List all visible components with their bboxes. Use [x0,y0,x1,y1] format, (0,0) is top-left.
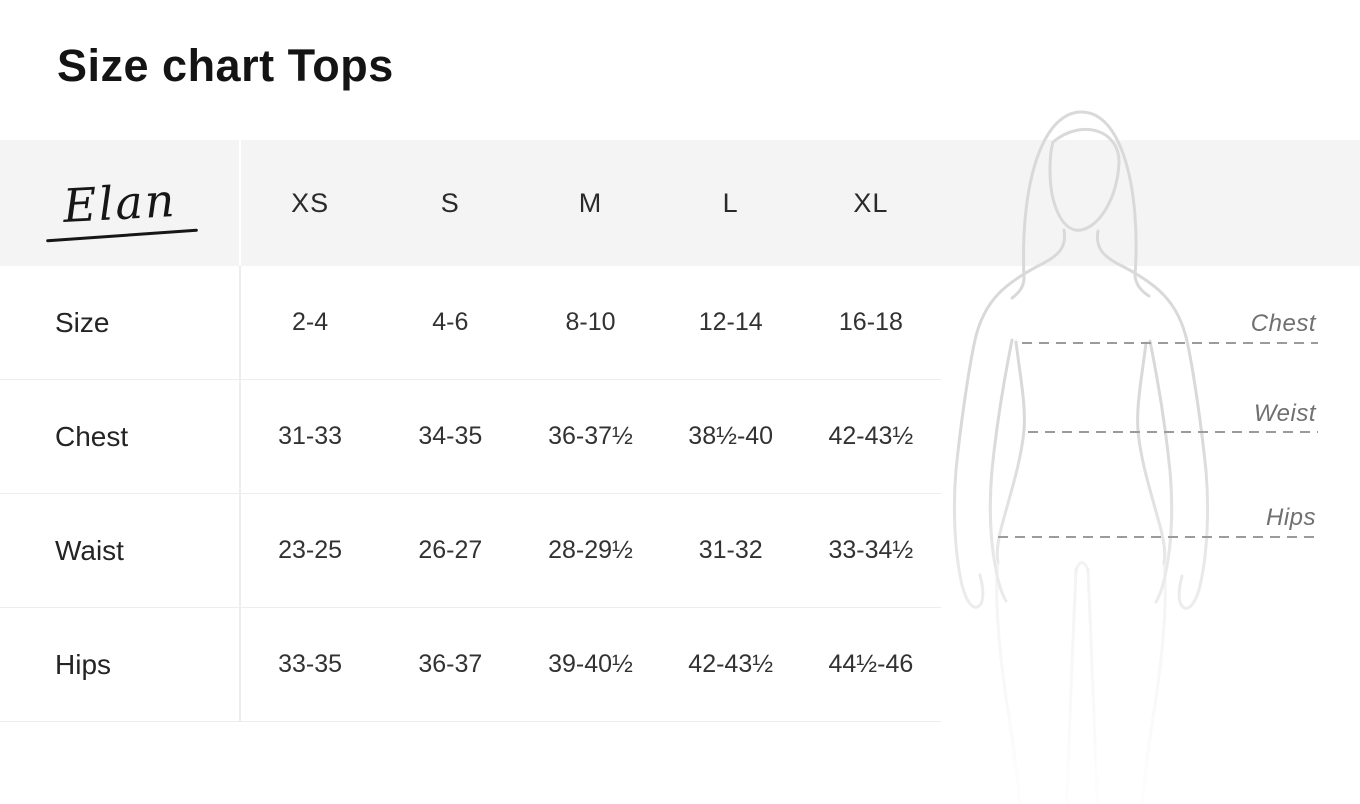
torso-right-outline [1136,341,1167,565]
right-inner-arm-outline [1148,339,1174,604]
cell-waist-xs: 23-25 [278,536,343,564]
torso-left-outline [995,340,1026,564]
column-header-l: L [722,187,739,218]
chest-measure-line [1022,342,1318,344]
row-label: Size [55,306,110,338]
row-label: Chest [55,420,129,452]
brand-logo: Elan [0,140,240,266]
cell-chest-m: 36-37½ [548,422,633,450]
waist-measure-label: Weist [1253,400,1316,427]
cell-size-m: 8-10 [565,308,616,336]
hair-tip-right [1133,274,1151,298]
cell-chest-xl: 42-43½ [828,422,914,450]
cell-hips-s: 36-37 [418,650,483,678]
row-label: Waist [55,534,124,566]
cell-hips-xs: 33-35 [278,650,343,678]
cell-waist-xl: 33-34½ [828,536,914,564]
hips-measure-label: Hips [1265,504,1316,531]
cell-size-xs: 2-4 [292,308,329,336]
row-label: Hips [55,648,112,680]
hair-outline [1022,110,1138,280]
waist-measure-line [1028,431,1318,433]
size-table-body: Size 2-4 4-6 8-10 12-14 16-18 Chest 31-3… [0,266,941,722]
cell-size-l: 12-14 [698,308,763,336]
size-table-header: Elan XS S M L XL [0,140,941,266]
column-header-m: M [578,187,603,218]
cell-hips-l: 42-43½ [688,650,774,678]
table-row-hips: Hips 33-35 36-37 39-40½ 42-43½ 44½-46 [0,608,941,722]
cell-chest-l: 38½-40 [688,422,774,450]
table-row-waist: Waist 23-25 26-27 28-29½ 31-32 33-34½ [0,494,941,608]
table-row-size: Size 2-4 4-6 8-10 12-14 16-18 [0,266,941,380]
cell-size-xl: 16-18 [838,308,903,336]
column-header-s: S [440,187,460,218]
legs-outline [995,560,1167,804]
left-shoulder-arm-outline [952,228,1067,609]
left-inner-arm-outline [988,338,1014,603]
table-column-divider [239,266,241,722]
column-header-xs: XS [291,187,330,218]
right-shoulder-arm-outline [1095,229,1210,610]
column-header-xl: XL [853,187,889,218]
cell-chest-s: 34-35 [418,422,483,450]
cell-hips-m: 39-40½ [548,650,633,678]
cell-size-s: 4-6 [432,308,469,336]
cell-waist-s: 26-27 [418,536,483,564]
female-body-outline-illustration [952,110,1210,804]
brand-logo-text: Elan [61,173,179,233]
table-row-chest: Chest 31-33 34-35 36-37½ 38½-40 42-43½ [0,380,941,494]
cell-waist-l: 31-32 [698,536,763,564]
page-title: Size chart Tops [57,40,394,91]
header-column-divider [239,140,241,266]
cell-waist-m: 28-29½ [548,536,633,564]
chest-measure-label: Chest [1250,310,1316,337]
hips-measure-line [998,536,1318,538]
hair-tip-left [1010,276,1026,300]
cell-chest-xs: 31-33 [278,422,343,450]
face-outline [1048,127,1121,232]
cell-hips-xl: 44½-46 [828,650,914,678]
